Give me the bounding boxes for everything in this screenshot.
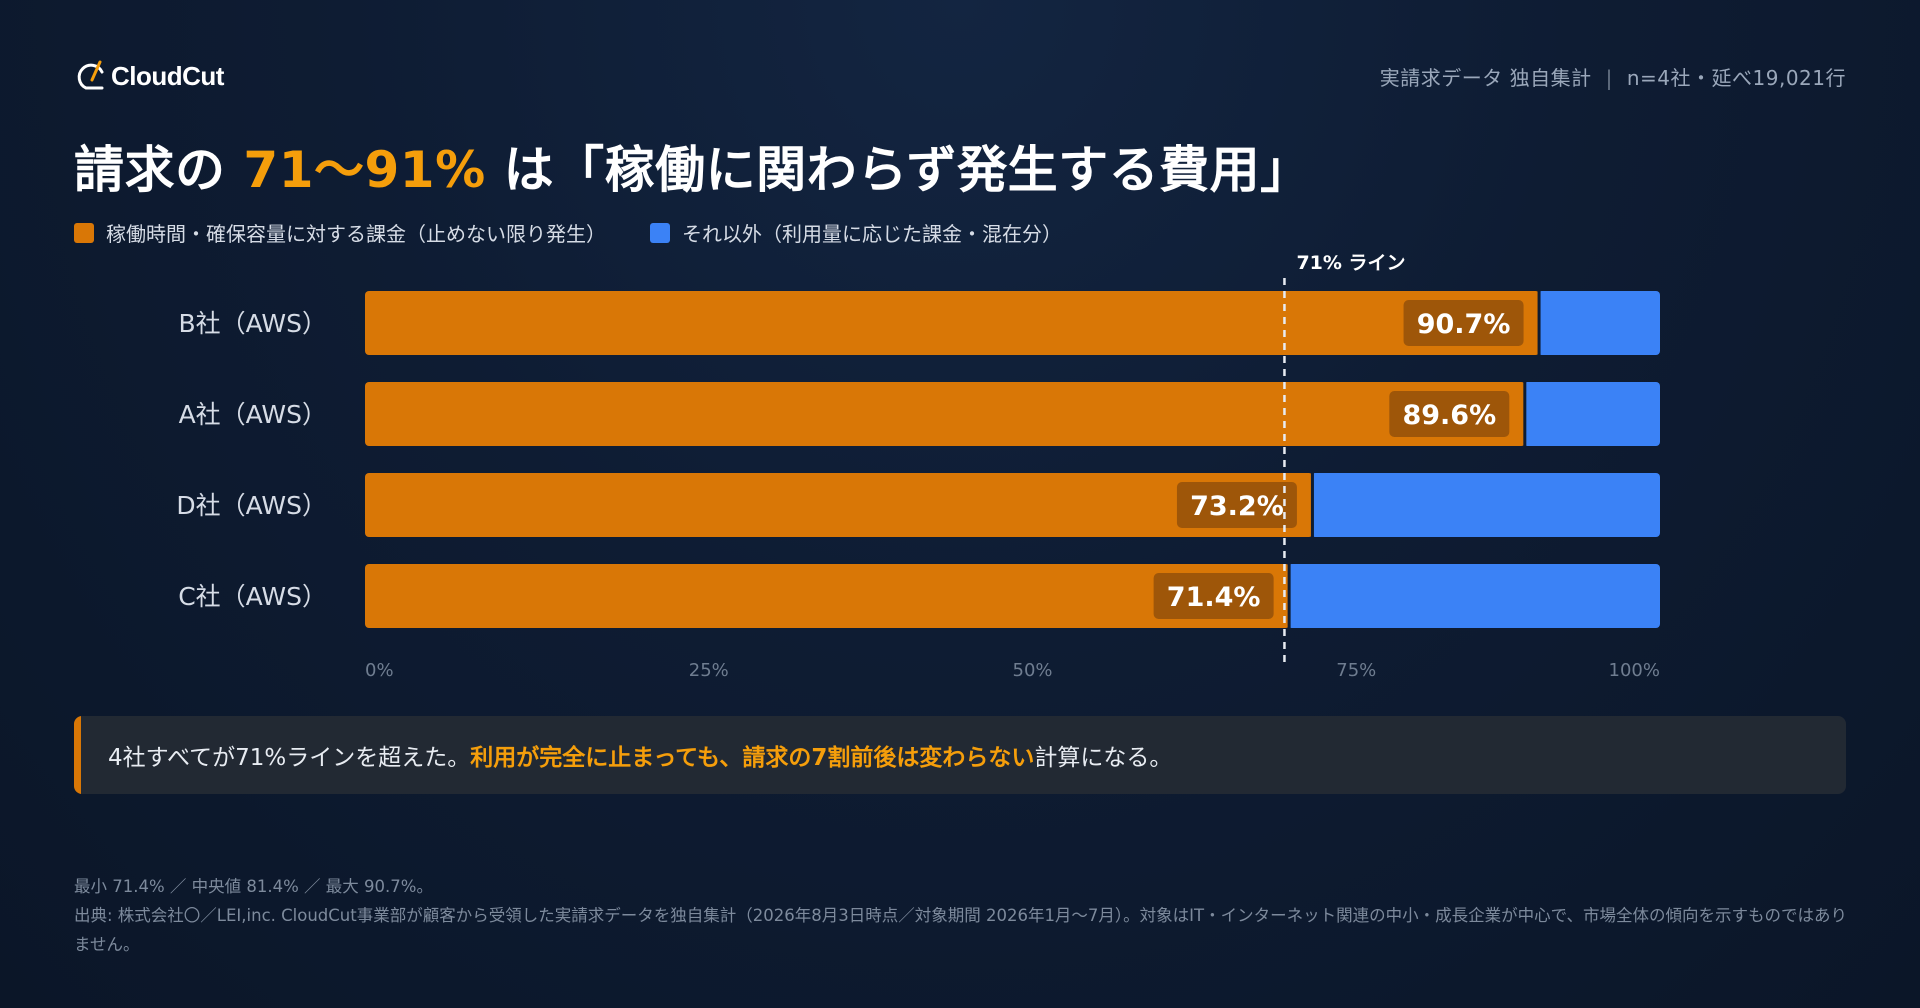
- meta-source: 実請求データ 独自集計: [1379, 66, 1592, 90]
- legend-item-other: それ以外（利用量に応じた課金・混在分）: [650, 218, 1062, 247]
- meta-sample: n=4社・延べ19,021行: [1626, 66, 1846, 90]
- data-label: 73.2%: [1190, 491, 1284, 522]
- data-label: 89.6%: [1402, 400, 1496, 431]
- logo-text: CloudCut: [111, 60, 224, 91]
- callout-accent-bar: [74, 716, 81, 794]
- data-label-bg: [1389, 391, 1510, 437]
- data-label-bg: [1176, 482, 1297, 528]
- bar-other: [1287, 564, 1660, 628]
- legend-swatch-orange: [74, 222, 94, 243]
- cloudcut-logo: CloudCut: [76, 56, 224, 96]
- cloud-logo-icon: [77, 60, 104, 90]
- data-label-bg: [1403, 300, 1524, 346]
- footer-source: 出典: 株式会社〇／LEI,inc. CloudCut事業部が顧客から受領した実…: [74, 906, 1847, 954]
- bar-fixed: [365, 564, 1290, 628]
- data-label: 71.4%: [1167, 582, 1261, 613]
- bar-divider: [1310, 473, 1314, 537]
- x-tick-label: 50%: [1013, 660, 1053, 681]
- title-prefix: 請求の: [74, 141, 226, 199]
- category-label: A社（AWS）: [179, 400, 327, 429]
- callout-text: 4社すべてが71%ラインを超えた。利用が完全に止まっても、請求の7割前後は変わら…: [108, 738, 1172, 772]
- legend-label-other: それ以外（利用量に応じた課金・混在分）: [682, 222, 1062, 246]
- bar-fixed: [365, 473, 1313, 537]
- reference-line-label: 71% ライン: [1296, 252, 1405, 274]
- callout-text-1: 4社すべてが71%ラインを超えた。: [108, 745, 471, 771]
- bar-divider: [1523, 382, 1527, 446]
- title-highlight: 71〜91%: [243, 141, 486, 199]
- bar-other: [1523, 382, 1660, 446]
- data-label-bg: [1153, 573, 1274, 619]
- category-label: D社（AWS）: [176, 491, 327, 520]
- category-label: B社（AWS）: [179, 309, 327, 338]
- x-tick-label: 25%: [689, 660, 729, 681]
- stacked-bar-chart: B社（AWS） 90.7% A社（AWS） 89.6% D社（AWS） 73.2% C社（A…: [176, 252, 1660, 681]
- x-tick-label: 100%: [1609, 660, 1660, 681]
- data-label: 90.7%: [1417, 309, 1511, 340]
- legend-label-fixed: 稼働時間・確保容量に対する課金（止めない限り発生）: [106, 222, 606, 246]
- data-source-meta: 実請求データ 独自集計 | n=4社・延べ19,021行: [1380, 62, 1846, 91]
- category-label: C社（AWS）: [178, 582, 327, 611]
- bar-fixed: [365, 382, 1526, 446]
- bar-divider: [1287, 564, 1291, 628]
- callout-box: 4社すべてが71%ラインを超えた。利用が完全に止まっても、請求の7割前後は変わら…: [74, 716, 1846, 794]
- legend-item-fixed: 稼働時間・確保容量に対する課金（止めない限り発生）: [74, 218, 606, 247]
- meta-separator: |: [1605, 66, 1613, 90]
- callout-emphasis: 利用が完全に止まっても、請求の7割前後は変わらない: [470, 745, 1035, 771]
- footer-stats: 最小 71.4% ／ 中央値 81.4% ／ 最大 90.7%。: [74, 877, 433, 896]
- bar-fixed: [365, 291, 1540, 355]
- title-suffix: は「稼働に関わらず発生する費用」: [503, 141, 1311, 199]
- legend-swatch-blue: [650, 222, 670, 243]
- footer-notes: 最小 71.4% ／ 中央値 81.4% ／ 最大 90.7%。 出典: 株式会…: [74, 872, 1854, 959]
- bar-other: [1310, 473, 1660, 537]
- chart-title: 請求の 71〜91% は「稼働に関わらず発生する費用」: [74, 130, 1311, 202]
- x-tick-label: 0%: [365, 660, 394, 681]
- bar-divider: [1537, 291, 1541, 355]
- callout-text-2: 計算になる。: [1034, 745, 1173, 771]
- bar-other: [1537, 291, 1660, 355]
- chart-legend: 稼働時間・確保容量に対する課金（止めない限り発生） それ以外（利用量に応じた課金…: [74, 218, 1106, 247]
- x-tick-label: 75%: [1336, 660, 1376, 681]
